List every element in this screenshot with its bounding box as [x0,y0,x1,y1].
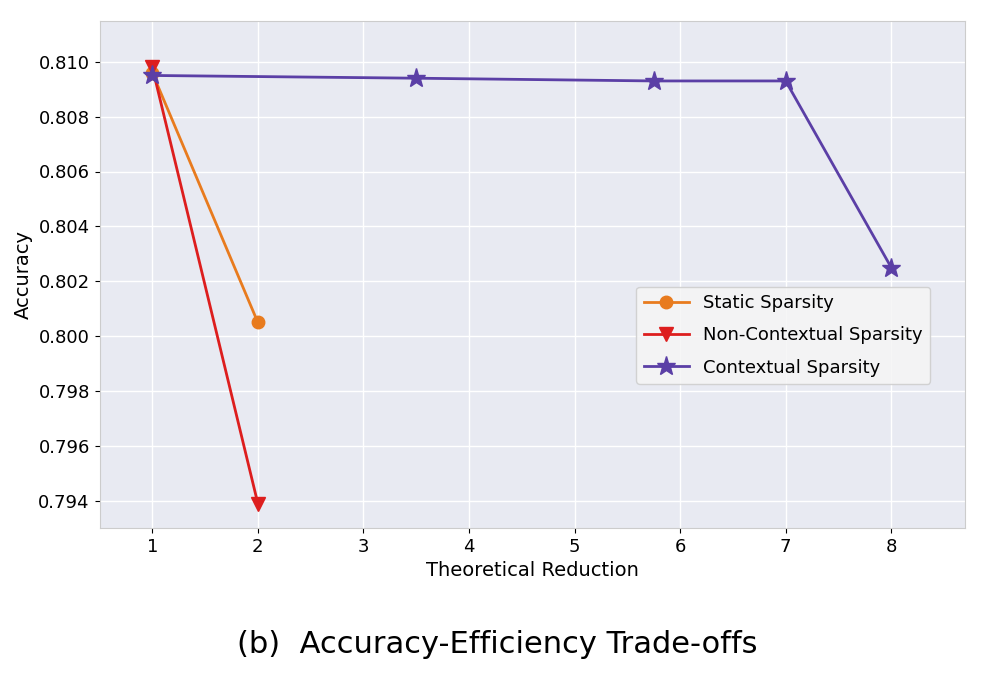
Y-axis label: Accuracy: Accuracy [14,230,33,319]
Line: Static Sparsity: Static Sparsity [146,67,263,329]
Legend: Static Sparsity, Non-Contextual Sparsity, Contextual Sparsity: Static Sparsity, Non-Contextual Sparsity… [636,287,929,384]
Contextual Sparsity [779,77,791,85]
Contextual Sparsity [410,74,421,82]
Contextual Sparsity [146,71,158,80]
Text: (b)  Accuracy-Efficiency Trade-offs: (b) Accuracy-Efficiency Trade-offs [237,630,757,659]
Static Sparsity [251,318,263,327]
Static Sparsity [146,69,158,77]
Contextual Sparsity [647,77,659,85]
Line: Contextual Sparsity: Contextual Sparsity [142,66,901,277]
Contextual Sparsity [885,263,897,272]
X-axis label: Theoretical Reduction: Theoretical Reduction [425,562,638,580]
